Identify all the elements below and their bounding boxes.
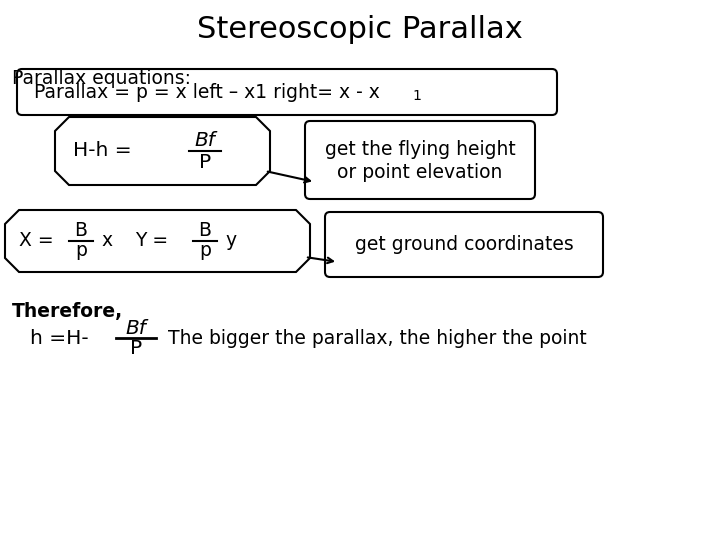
Text: P: P [199, 152, 211, 172]
Text: or point elevation: or point elevation [337, 163, 503, 182]
Polygon shape [5, 210, 310, 272]
Text: Y =: Y = [135, 231, 174, 249]
Text: p: p [75, 241, 87, 260]
Text: y: y [225, 231, 236, 249]
Text: P: P [130, 340, 142, 359]
Text: get the flying height: get the flying height [325, 140, 516, 159]
Text: The bigger the parallax, the higher the point: The bigger the parallax, the higher the … [168, 328, 587, 348]
FancyBboxPatch shape [325, 212, 603, 277]
Text: Parallax = p = x left – x1 right= x - x: Parallax = p = x left – x1 right= x - x [34, 83, 380, 102]
Text: Parallax equations:: Parallax equations: [12, 69, 191, 87]
Text: X =: X = [19, 231, 53, 249]
Text: get ground coordinates: get ground coordinates [355, 235, 573, 254]
Text: h =H-: h =H- [30, 328, 89, 348]
Text: 1: 1 [412, 89, 421, 103]
FancyBboxPatch shape [17, 69, 557, 115]
Polygon shape [55, 117, 270, 185]
Text: Stereoscopic Parallax: Stereoscopic Parallax [197, 16, 523, 44]
Text: Bf: Bf [125, 320, 146, 339]
Text: Bf: Bf [194, 132, 215, 151]
Text: x: x [101, 231, 112, 249]
Text: B: B [74, 221, 88, 240]
FancyBboxPatch shape [305, 121, 535, 199]
Text: H-h =: H-h = [73, 140, 138, 159]
Text: B: B [199, 221, 212, 240]
Text: p: p [199, 241, 211, 260]
Text: Therefore,: Therefore, [12, 302, 123, 321]
